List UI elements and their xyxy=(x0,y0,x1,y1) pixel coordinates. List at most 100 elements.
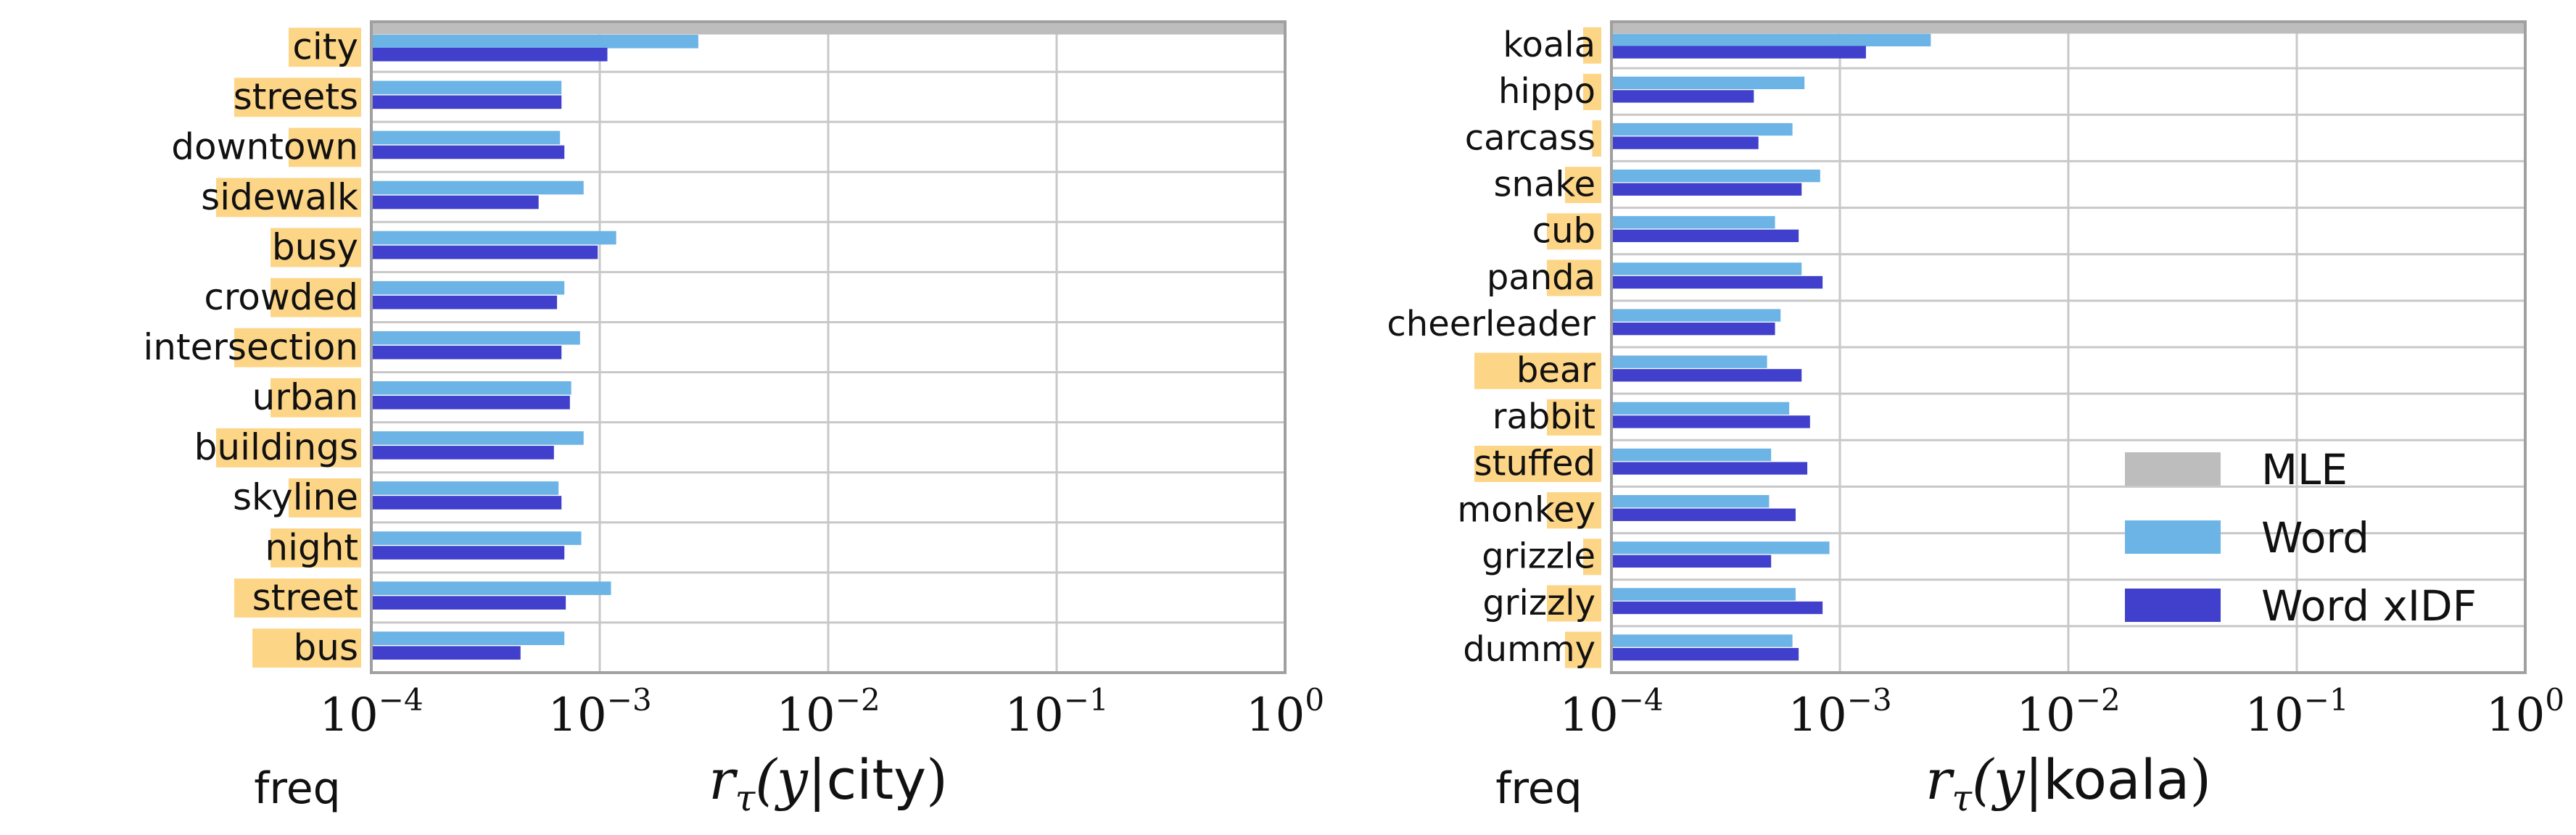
freq-bar xyxy=(234,578,361,618)
bar-word-xidf xyxy=(1611,601,1823,615)
y-tick-label: intersection xyxy=(143,326,358,368)
bar-word-xidf xyxy=(1611,46,1866,59)
x-tick-label: 10−1 xyxy=(1004,682,1108,742)
bar-word xyxy=(1611,122,1793,136)
x-tick-label: 10−2 xyxy=(2016,682,2120,742)
x-tick-exponent: 0 xyxy=(1305,682,1324,718)
bar-word xyxy=(1611,355,1767,368)
legend-swatch-word xyxy=(2125,520,2221,554)
bar-word xyxy=(371,130,561,145)
x-axis-label-close: ) xyxy=(926,747,948,812)
bar-word-xidf xyxy=(1611,183,1802,196)
bar-word-xidf xyxy=(1611,323,1775,336)
bar-word xyxy=(1611,448,1772,462)
bar-word xyxy=(1611,588,1796,601)
x-tick-label: 10−2 xyxy=(776,682,880,742)
x-axis-label: rτ(y|koala) xyxy=(1925,747,2211,819)
bar-word xyxy=(371,381,571,395)
bar-word-xidf xyxy=(1611,229,1799,243)
freq-bar xyxy=(1547,399,1601,436)
bar-word xyxy=(371,281,565,295)
x-tick-exponent: 0 xyxy=(2545,682,2564,718)
y-tick-label: dummy xyxy=(1463,629,1595,670)
bar-word-xidf xyxy=(371,245,598,259)
y-tick-label: cheerleader xyxy=(1387,304,1595,344)
bar-word xyxy=(371,631,565,646)
bar-word xyxy=(371,331,580,345)
chart-panel-koala: koala hippo carcass snake cub panda cheerleade… xyxy=(1387,20,2564,819)
bar-word xyxy=(371,581,611,595)
y-tick-label: sidewalk xyxy=(201,176,358,218)
bar-word xyxy=(1611,494,1770,508)
freq-bar xyxy=(1474,352,1601,389)
x-axis-label-open: (y| xyxy=(1972,747,2043,812)
bar-word-xidf xyxy=(371,496,562,510)
x-axis-label-close: ) xyxy=(2189,747,2211,812)
bar-word xyxy=(371,34,698,49)
freq-bar xyxy=(289,28,361,67)
freq-bar xyxy=(1583,539,1601,576)
freq-bar xyxy=(271,378,361,418)
y-tick-label: panda xyxy=(1487,257,1595,298)
x-tick-label: 10−3 xyxy=(1788,682,1891,742)
y-tick-label: night xyxy=(265,526,358,568)
bar-word xyxy=(371,80,562,95)
y-tick-label: hippo xyxy=(1498,71,1595,112)
bar-word xyxy=(371,180,584,195)
x-tick-exponent: −1 xyxy=(1064,682,1109,718)
y-tick-label: snake xyxy=(1494,165,1595,205)
freq-bar xyxy=(216,428,361,468)
bar-word xyxy=(1611,541,1830,554)
bar-word-xidf xyxy=(1611,508,1796,521)
legend: MLE Word Word xIDF xyxy=(2125,445,2477,631)
bar-word xyxy=(1611,402,1790,415)
freq-bar xyxy=(1565,631,1601,668)
x-tick-base: 10 xyxy=(1788,689,1846,742)
bar-word-xidf xyxy=(371,145,565,159)
legend-label-word-xidf: Word xIDF xyxy=(2261,581,2477,631)
x-tick-exponent: −3 xyxy=(1847,682,1892,718)
x-tick-label: 10−1 xyxy=(2245,682,2348,742)
bar-word xyxy=(371,481,559,495)
bar-word-xidf xyxy=(371,47,608,62)
bar-word-xidf xyxy=(371,646,521,660)
x-tick-label: 10−4 xyxy=(319,682,423,742)
x-tick-label: 100 xyxy=(1246,682,1324,742)
freq-bar xyxy=(1547,213,1601,250)
y-tick-label: skyline xyxy=(233,476,358,518)
x-tick-exponent: −3 xyxy=(607,682,652,718)
x-tick-base: 10 xyxy=(1559,689,1618,742)
y-tick-label: monkey xyxy=(1457,490,1595,531)
y-tick-label: koala xyxy=(1503,25,1595,65)
freq-bar xyxy=(271,278,361,317)
x-tick-base: 10 xyxy=(2486,689,2545,742)
bar-word-xidf xyxy=(371,95,562,109)
x-axis-label-word: koala xyxy=(2043,747,2189,812)
bar-word xyxy=(371,230,616,245)
bar-word xyxy=(1611,634,1793,647)
bar-word-xidf xyxy=(371,295,558,310)
freq-bar xyxy=(234,78,361,117)
freq-bar xyxy=(1547,259,1601,296)
bar-word-xidf xyxy=(1611,648,1799,661)
y-tick-label: downtown xyxy=(171,126,358,168)
bar-word xyxy=(1611,216,1775,229)
x-tick-exponent: −4 xyxy=(379,682,424,718)
legend-label-word: Word xyxy=(2261,513,2369,562)
freq-bar xyxy=(271,228,361,267)
freq-bar xyxy=(1547,585,1601,622)
y-tick-label: street xyxy=(252,576,358,618)
x-tick-label: 10−4 xyxy=(1559,682,1663,742)
x-tick-base: 10 xyxy=(319,689,378,742)
x-tick-label: 100 xyxy=(2486,682,2564,742)
plot-frame xyxy=(370,20,1287,674)
x-tick-label: 10−3 xyxy=(548,682,651,742)
y-tick-label: busy xyxy=(272,226,358,268)
x-tick-base: 10 xyxy=(2016,689,2075,742)
y-tick-label: bear xyxy=(1516,350,1595,391)
x-tick-base: 10 xyxy=(548,689,606,742)
freq-bar xyxy=(1592,120,1601,157)
y-tick-label: buildings xyxy=(194,426,358,468)
x-axis-label-prefix: r xyxy=(709,747,738,812)
